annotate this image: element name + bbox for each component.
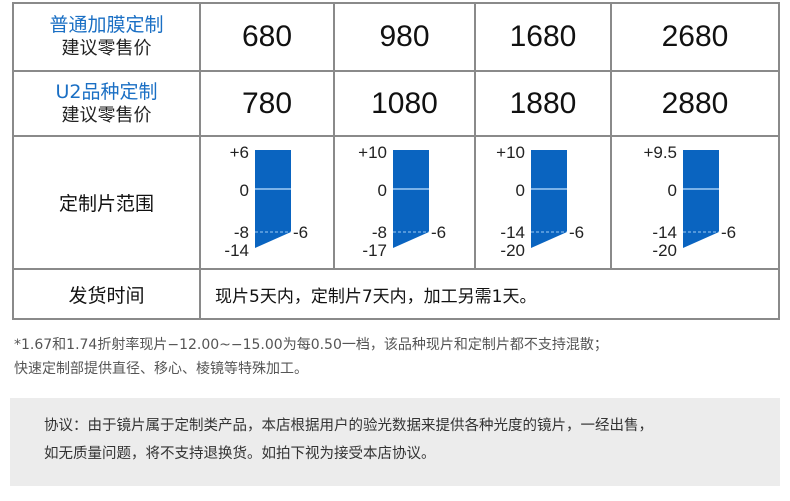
price-cell: 1080: [333, 70, 476, 137]
range-top-label: +9.5: [643, 143, 677, 162]
price-table: 普通加膜定制 建议零售价 680 980 1680 2680 U2品种定制 建议…: [12, 2, 780, 320]
price-cell: 2880: [610, 70, 780, 137]
table-row: 定制片范围 +6 0 -8 -14 -6 +10 0 -8 -17 -6 +10 0 -14 -20-…: [12, 135, 780, 270]
price-cell: 680: [199, 2, 335, 72]
price-cell: 1880: [474, 70, 612, 137]
table-row: 普通加膜定制 建议零售价 680 980 1680 2680: [12, 2, 780, 72]
price-cell: 2680: [610, 2, 780, 72]
range-zero-label: 0: [516, 181, 525, 200]
range-diagram: +6 0 -8-14 -6: [224, 143, 308, 260]
range-right-label: -6: [431, 223, 446, 242]
range-right-label: -6: [569, 223, 584, 242]
range-zero-label: 0: [668, 181, 677, 200]
range-bar: [531, 149, 567, 248]
range-cell: +9.5 0 -14 -20 -6: [610, 135, 780, 270]
shipping-text: 现片5天内，定制片7天内，加工另需1天。: [199, 268, 780, 320]
row-header: 普通加膜定制 建议零售价: [12, 2, 201, 72]
footnote-line: 快速定制部提供直径、移心、棱镜等特殊加工。: [14, 361, 308, 377]
range-cell: +6 0 -8 -14 -6: [199, 135, 335, 270]
footnote: *1.67和1.74折射率现片−12.00~−15.00为每0.50一档，该品种…: [14, 333, 608, 381]
range-mid-label: -14: [500, 223, 525, 242]
range-diagram: +10 0 -14-20 -6: [496, 143, 584, 260]
agreement-line: 如无质量问题，将不支持退换货。如拍下视为接受本店协议。: [44, 446, 436, 462]
range-cell: +10 0 -8 -17 -6: [333, 135, 476, 270]
range-cell: +10 0 -14 -20 -6: [474, 135, 612, 270]
agreement-line: 协议：由于镜片属于定制类产品，本店根据用户的验光数据来提供各种光度的镜片，一经出…: [44, 418, 653, 434]
range-diagram: +9.5 0 -14-20 -6: [643, 143, 736, 260]
table-row: 发货时间 现片5天内，定制片7天内，加工另需1天。: [12, 268, 780, 320]
range-diagram: +10 0 -8-17 -6: [358, 143, 446, 260]
range-zero-label: 0: [240, 181, 249, 200]
footnote-line: *1.67和1.74折射率现片−12.00~−15.00为每0.50一档，该品种…: [14, 337, 608, 353]
range-bar: [683, 149, 719, 248]
agreement-box: 协议：由于镜片属于定制类产品，本店根据用户的验光数据来提供各种光度的镜片，一经出…: [10, 398, 780, 486]
range-right-label: -6: [293, 223, 308, 242]
row-title: 普通加膜定制: [49, 14, 164, 36]
shipping-label: 发货时间: [12, 268, 201, 320]
range-bar: [255, 149, 291, 248]
row-subtitle: 建议零售价: [61, 104, 152, 126]
row-header: U2品种定制 建议零售价: [12, 70, 201, 137]
price-cell: 1680: [474, 2, 612, 72]
range-top-label: +10: [358, 143, 387, 162]
range-bottom-label: -20: [652, 241, 677, 260]
range-zero-label: 0: [378, 181, 387, 200]
range-top-label: +10: [496, 143, 525, 162]
price-cell: 780: [199, 70, 335, 137]
range-bar: [393, 149, 429, 248]
range-mid-label: -14: [652, 223, 677, 242]
range-label: 定制片范围: [12, 135, 201, 270]
range-mid-label: -8: [234, 223, 249, 242]
row-subtitle: 建议零售价: [61, 38, 152, 59]
range-bottom-label: -17: [362, 241, 387, 260]
range-bottom-label: -14: [224, 241, 249, 260]
row-title: U2品种定制: [55, 80, 158, 103]
range-mid-label: -8: [372, 223, 387, 242]
table-row: U2品种定制 建议零售价 780 1080 1880 2880: [12, 70, 780, 137]
range-right-label: -6: [721, 223, 736, 242]
range-top-label: +6: [230, 143, 249, 162]
price-cell: 980: [333, 2, 476, 72]
range-bottom-label: -20: [500, 241, 525, 260]
